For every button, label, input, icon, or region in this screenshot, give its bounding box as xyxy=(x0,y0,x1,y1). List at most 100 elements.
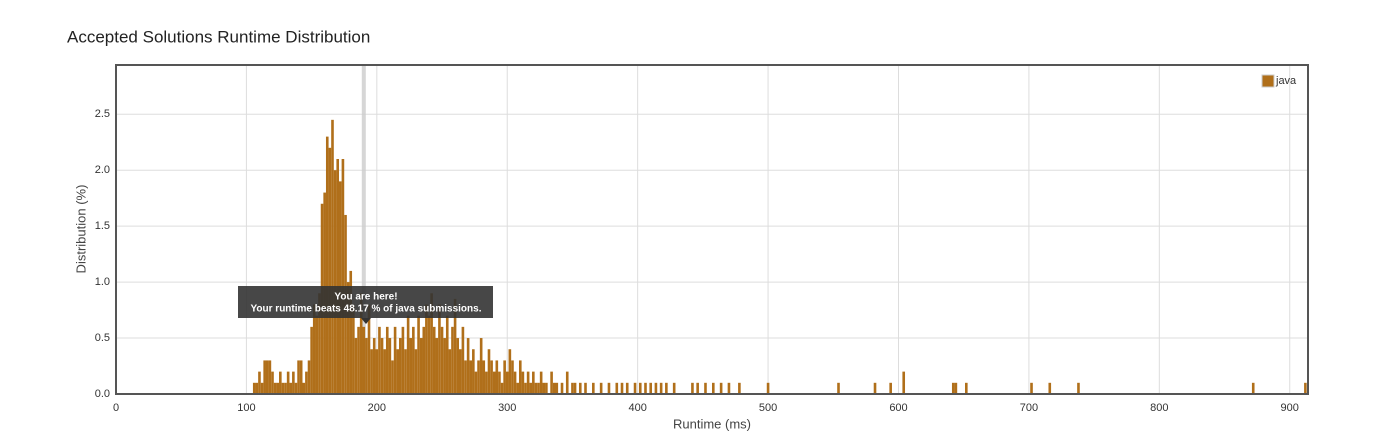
y-tick-label: 1.5 xyxy=(95,220,110,232)
bar xyxy=(271,371,274,394)
bars xyxy=(252,119,1307,394)
bar xyxy=(565,371,569,394)
y-tick-label: 0.5 xyxy=(95,332,110,344)
bar xyxy=(307,360,311,394)
bar xyxy=(310,326,313,394)
bar xyxy=(365,338,368,394)
bar xyxy=(1077,382,1080,394)
bar xyxy=(665,382,668,394)
bar xyxy=(328,147,332,394)
bar xyxy=(325,136,329,394)
bar xyxy=(537,382,540,394)
bar xyxy=(672,382,676,394)
bar xyxy=(258,371,261,394)
bar xyxy=(417,315,420,394)
bar xyxy=(286,371,290,394)
bar xyxy=(297,360,300,394)
bar xyxy=(294,382,298,394)
bar xyxy=(511,360,514,394)
bar xyxy=(469,360,473,394)
bar xyxy=(292,371,295,394)
bar xyxy=(393,326,397,394)
bar xyxy=(1304,382,1307,394)
chart-title: Accepted Solutions Runtime Distribution xyxy=(67,27,370,46)
bar xyxy=(1251,382,1255,394)
x-tick-label: 900 xyxy=(1281,402,1299,414)
y-axis-label: Distribution (%) xyxy=(73,185,88,274)
bar xyxy=(391,360,394,394)
bar xyxy=(518,360,522,394)
bar xyxy=(529,382,533,394)
bar xyxy=(659,382,663,394)
x-tick-label: 700 xyxy=(1020,402,1038,414)
bar xyxy=(388,338,392,394)
bar xyxy=(255,382,259,394)
bar xyxy=(346,282,350,394)
bar xyxy=(359,293,363,394)
bar xyxy=(276,382,280,394)
x-tick-label: 0 xyxy=(113,402,119,414)
legend: java xyxy=(1261,74,1297,88)
x-tick-label: 300 xyxy=(498,402,516,414)
bar xyxy=(281,382,285,394)
bar xyxy=(607,382,611,394)
bar xyxy=(430,293,433,394)
bar xyxy=(738,382,741,394)
tooltip-pointer xyxy=(361,318,371,324)
bar xyxy=(542,382,546,394)
bar xyxy=(965,382,968,394)
tooltip-heading: You are here! xyxy=(334,292,397,303)
y-tick-label: 2.0 xyxy=(95,164,110,176)
plot-border xyxy=(115,64,1309,395)
bar xyxy=(312,304,316,394)
bar xyxy=(315,315,319,394)
tooltip-text: Your runtime beats 48.17 % of java submi… xyxy=(250,304,481,315)
bar xyxy=(456,338,459,394)
bar xyxy=(445,315,449,394)
bar xyxy=(333,170,337,394)
bar xyxy=(409,338,413,394)
bar xyxy=(954,382,958,394)
x-tick-label: 100 xyxy=(237,402,255,414)
bar xyxy=(352,304,355,394)
bar xyxy=(485,371,488,394)
bar xyxy=(260,382,264,394)
bar xyxy=(289,382,293,394)
bar xyxy=(474,371,478,394)
position-marker xyxy=(361,65,366,394)
bar xyxy=(649,382,653,394)
bar xyxy=(539,371,543,394)
bar xyxy=(448,349,452,394)
bar xyxy=(404,349,407,394)
bar xyxy=(305,371,308,394)
bar xyxy=(552,382,556,394)
bar xyxy=(573,382,577,394)
bar xyxy=(492,371,496,394)
bar xyxy=(704,382,707,394)
bar xyxy=(555,382,559,394)
bar xyxy=(560,382,564,394)
bar xyxy=(268,360,272,394)
bar xyxy=(521,371,525,394)
bar xyxy=(466,338,470,394)
bar xyxy=(362,326,366,394)
bar xyxy=(443,338,446,394)
bar xyxy=(461,326,465,394)
bar xyxy=(479,338,483,394)
bar xyxy=(526,371,530,394)
bar xyxy=(837,382,840,394)
bar xyxy=(349,270,353,394)
bar xyxy=(638,382,642,394)
tooltip-box xyxy=(238,286,493,318)
bar xyxy=(265,360,269,394)
bar xyxy=(712,382,715,394)
bar xyxy=(367,304,371,394)
bar xyxy=(873,382,877,394)
bar xyxy=(571,382,574,394)
bar xyxy=(414,349,418,394)
bar xyxy=(615,382,619,394)
bar xyxy=(453,298,457,394)
bar xyxy=(719,382,723,394)
bar xyxy=(584,382,587,394)
tooltip: You are here! Your runtime beats 48.17 %… xyxy=(238,286,493,324)
